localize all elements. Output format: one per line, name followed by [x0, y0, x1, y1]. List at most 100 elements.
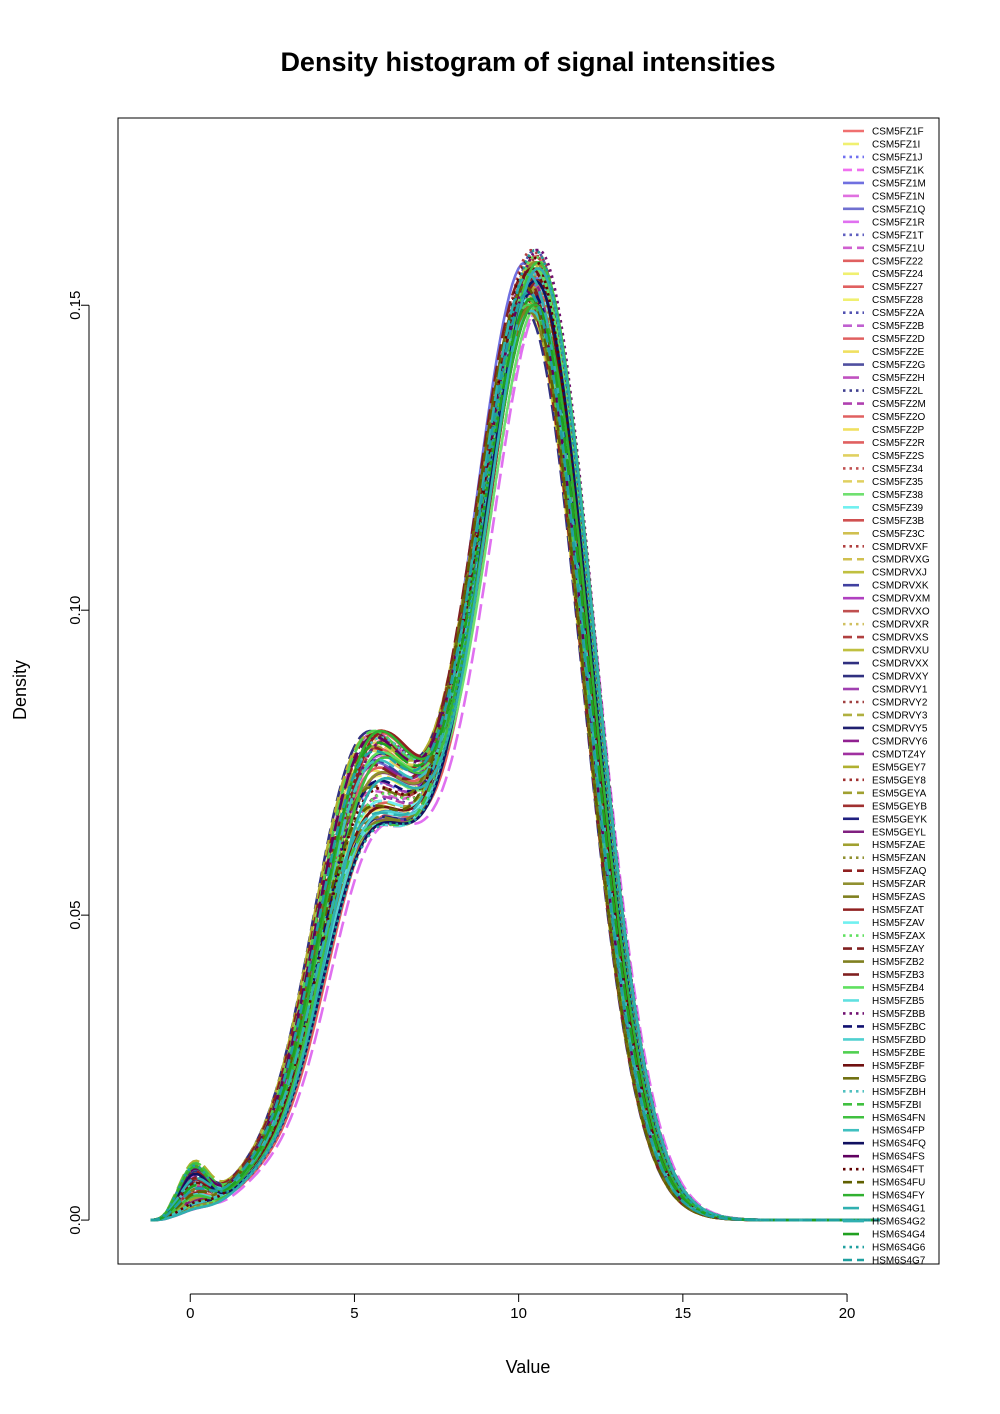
- legend-label: HSM5FZAY: [872, 944, 925, 955]
- legend-label: CSM5FZ2E: [872, 347, 925, 358]
- legend-label: CSM5FZ35: [872, 477, 924, 488]
- legend-label: CSM5FZ2D: [872, 334, 925, 345]
- legend-label: HSM6S4FT: [872, 1165, 924, 1176]
- legend-label: CSM5FZ1K: [872, 165, 925, 176]
- legend-label: CSMDRVXY: [872, 672, 929, 683]
- legend-label: ESM5GEYK: [872, 814, 927, 825]
- legend-label: CSMDRVY5: [872, 723, 928, 734]
- legend-label: HSM5FZAE: [872, 840, 926, 851]
- legend-label: CSMDTZ4Y: [872, 749, 926, 760]
- legend-label: HSM5FZB5: [872, 996, 925, 1007]
- density-curves: [150, 248, 880, 1222]
- legend-label: HSM5FZBE: [872, 1048, 926, 1059]
- legend-label: HSM5FZAX: [872, 931, 926, 942]
- y-tick-label: 0.10: [67, 596, 84, 625]
- legend-label: HSM5FZAQ: [872, 866, 927, 877]
- legend-label: CSM5FZ2H: [872, 373, 925, 384]
- legend-label: CSM5FZ24: [872, 269, 924, 280]
- legend-label: CSMDRVXU: [872, 646, 929, 657]
- legend-label: HSM5FZB4: [872, 983, 925, 994]
- legend-label: HSM5FZB3: [872, 970, 925, 981]
- legend-label: HSM5FZBG: [872, 1074, 927, 1085]
- y-tick-label: 0.05: [67, 901, 84, 930]
- legend-label: CSM5FZ1R: [872, 217, 925, 228]
- legend-label: HSM5FZAS: [872, 892, 926, 903]
- chart-title: Density histogram of signal intensities: [280, 47, 775, 77]
- x-tick-label: 10: [510, 1305, 527, 1322]
- x-tick-label: 0: [186, 1305, 194, 1322]
- legend-label: CSM5FZ2O: [872, 412, 926, 423]
- legend-label: ESM5GEY7: [872, 762, 926, 773]
- legend-label: CSM5FZ27: [872, 282, 924, 293]
- legend-label: CSMDRVXX: [872, 659, 929, 670]
- legend-label: HSM5FZAT: [872, 905, 924, 916]
- y-tick-label: 0.15: [67, 291, 84, 320]
- legend-label: CSMDRVXO: [872, 607, 930, 618]
- x-tick-label: 15: [675, 1305, 692, 1322]
- legend-label: CSM5FZ2B: [872, 321, 925, 332]
- density-curve-hsm6s4g6: [150, 249, 880, 1222]
- plot-frame: [117, 117, 940, 1265]
- legend-label: HSM6S4G7: [872, 1256, 926, 1267]
- legend-label: HSM5FZAV: [872, 918, 925, 929]
- y-axis: 0.00 0.05 0.10 0.15: [67, 291, 90, 1235]
- density-curve-hsm6s4g7: [150, 291, 880, 1222]
- x-axis-label: Value: [506, 1357, 551, 1377]
- legend-label: CSM5FZ39: [872, 503, 924, 514]
- legend-label: CSM5FZ1M: [872, 178, 926, 189]
- legend-label: CSM5FZ2S: [872, 451, 925, 462]
- legend-label: HSM5FZAN: [872, 853, 926, 864]
- legend-label: CSMDRVY2: [872, 697, 928, 708]
- legend-label: HSM6S4G6: [872, 1243, 926, 1254]
- legend-label: CSM5FZ1T: [872, 230, 924, 241]
- legend-label: CSM5FZ3C: [872, 529, 925, 540]
- legend-label: CSM5FZ1I: [872, 139, 920, 150]
- legend-label: CSMDRVXS: [872, 633, 929, 644]
- legend-label: HSM6S4G4: [872, 1230, 926, 1241]
- legend-label: CSM5FZ1F: [872, 127, 924, 138]
- y-tick-label: 0.00: [67, 1205, 84, 1234]
- legend-label: ESM5GEYA: [872, 788, 927, 799]
- legend-label: CSMDRVXJ: [872, 568, 927, 579]
- legend-label: HSM6S4FY: [872, 1191, 925, 1202]
- legend-label: HSM6S4FP: [872, 1126, 925, 1137]
- legend-label: CSMDRVY6: [872, 736, 928, 747]
- legend-label: HSM5FZBB: [872, 1009, 926, 1020]
- legend-label: HSM6S4FQ: [872, 1139, 926, 1150]
- legend-label: CSM5FZ2A: [872, 308, 925, 319]
- legend-label: CSM5FZ2L: [872, 386, 924, 397]
- legend-label: CSMDRVXG: [872, 555, 930, 566]
- legend-label: CSM5FZ2P: [872, 425, 925, 436]
- legend-label: ESM5GEYB: [872, 801, 927, 812]
- legend-label: HSM6S4FS: [872, 1152, 925, 1163]
- legend-label: HSM6S4FU: [872, 1178, 925, 1189]
- legend-label: CSM5FZ38: [872, 490, 924, 501]
- legend-label: ESM5GEYL: [872, 827, 926, 838]
- legend-label: CSMDRVXM: [872, 594, 930, 605]
- y-axis-label: Density: [10, 660, 30, 720]
- legend-label: HSM5FZBH: [872, 1087, 926, 1098]
- legend-label: CSM5FZ2G: [872, 360, 926, 371]
- legend-label: HSM5FZBC: [872, 1022, 926, 1033]
- legend-label: CSM5FZ2M: [872, 399, 926, 410]
- legend-label: HSM6S4FN: [872, 1113, 925, 1124]
- legend-label: CSMDRVXR: [872, 620, 929, 631]
- legend-label: HSM5FZBI: [872, 1100, 921, 1111]
- legend-label: HSM5FZBF: [872, 1061, 925, 1072]
- legend-label: ESM5GEY8: [872, 775, 926, 786]
- legend-label: CSMDRVY1: [872, 685, 928, 696]
- legend-label: HSM6S4G2: [872, 1217, 926, 1228]
- legend-label: CSMDRVXK: [872, 581, 929, 592]
- legend-label: CSM5FZ28: [872, 295, 924, 306]
- legend-label: HSM6S4G1: [872, 1204, 926, 1215]
- legend-label: CSM5FZ22: [872, 256, 924, 267]
- legend-label: CSMDRVXF: [872, 542, 928, 553]
- legend-label: HSM5FZBD: [872, 1035, 926, 1046]
- legend-label: CSM5FZ1U: [872, 243, 925, 254]
- legend-label: CSM5FZ2R: [872, 438, 925, 449]
- x-tick-label: 20: [839, 1305, 856, 1322]
- legend-label: CSMDRVY3: [872, 710, 928, 721]
